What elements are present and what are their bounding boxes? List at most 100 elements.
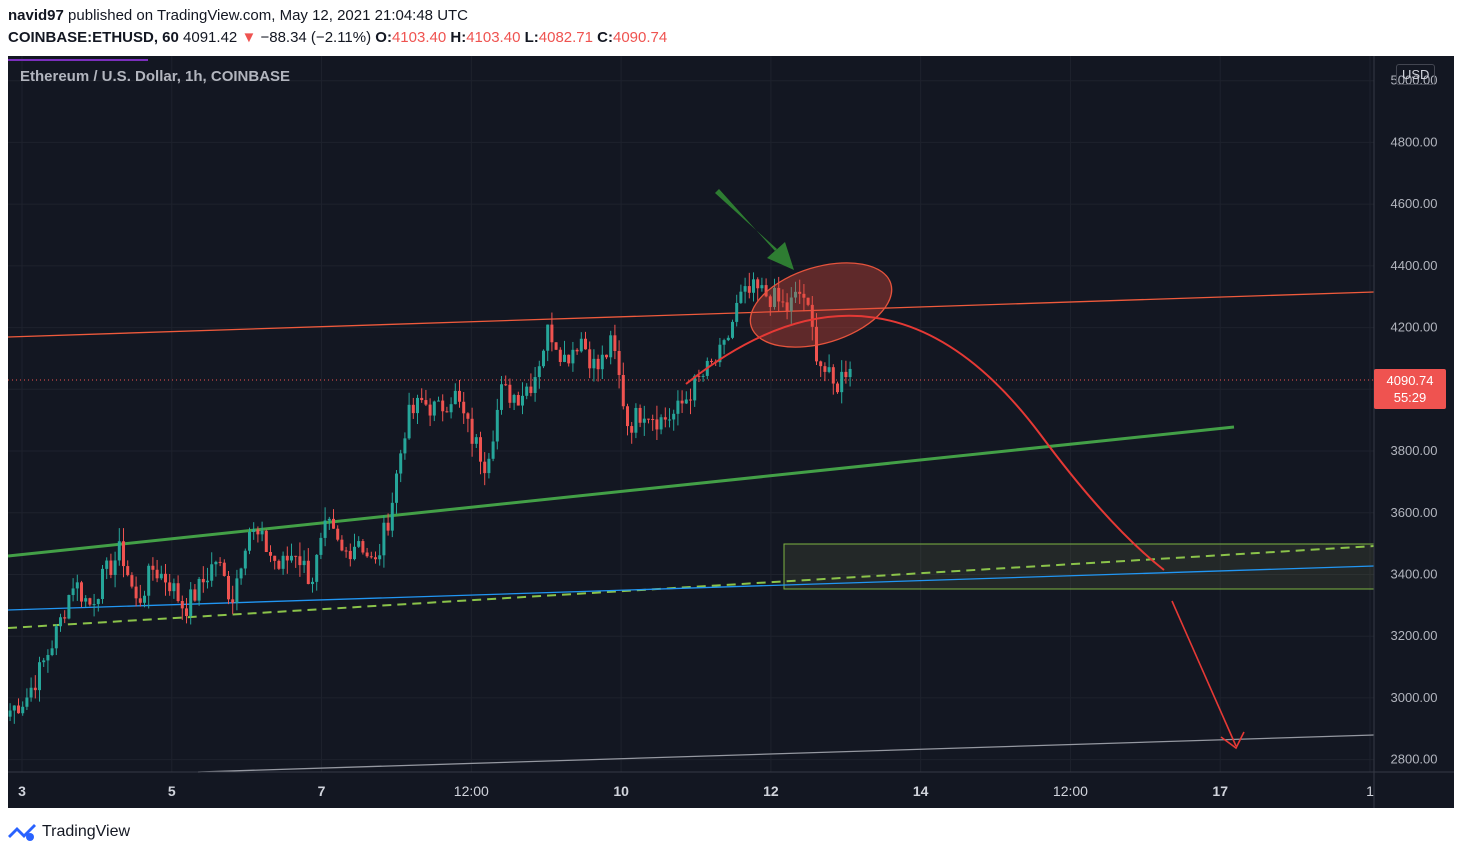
chart-area[interactable]: 5000.004800.004600.004400.004200.004000.…: [8, 56, 1454, 808]
candle-body: [815, 326, 818, 362]
candle-body: [848, 368, 852, 378]
candle-body: [554, 342, 558, 350]
candle-body: [273, 555, 277, 561]
candle-body: [33, 687, 37, 691]
candle-body: [567, 354, 571, 364]
candle-body: [634, 407, 638, 433]
top-highlight-ellipse[interactable]: [740, 247, 902, 362]
candle-body: [600, 354, 604, 370]
candle-body: [722, 340, 726, 345]
high-value: 4103.40: [466, 29, 521, 46]
candle-body: [386, 522, 390, 531]
candle-body: [462, 401, 466, 414]
candle-body: [752, 279, 755, 293]
candle-body: [122, 541, 125, 567]
candle-body: [659, 417, 663, 430]
candle-body: [521, 395, 524, 406]
candle-body: [542, 350, 545, 367]
candle-body: [642, 418, 646, 423]
candle-body: [357, 541, 361, 547]
candle-body: [185, 608, 188, 617]
candle-body: [571, 349, 575, 364]
candle-body: [663, 417, 667, 420]
candle-body: [164, 573, 167, 583]
resistance-trendline[interactable]: [8, 291, 1375, 338]
candle-body: [672, 413, 676, 420]
green-arrow-icon[interactable]: [715, 189, 794, 270]
candle-body: [201, 578, 205, 583]
candle-body: [701, 375, 705, 377]
candle-body: [113, 560, 117, 575]
low-value: 4082.71: [538, 29, 593, 46]
author-name[interactable]: navid97: [8, 7, 64, 24]
candle-body: [63, 617, 67, 619]
candle-body: [319, 537, 323, 555]
candle-body: [668, 419, 671, 421]
candle-body: [550, 324, 554, 343]
high-label: H:: [450, 29, 467, 46]
candle-body: [655, 419, 659, 430]
candle-body: [277, 560, 281, 569]
candle-body: [697, 375, 701, 377]
candle-body: [605, 354, 608, 358]
channel-support-line[interactable]: [8, 425, 1235, 558]
candle-body: [46, 655, 50, 661]
candle-body: [470, 418, 474, 444]
close-label: C:: [597, 29, 613, 46]
candle-body: [823, 366, 827, 372]
x-tick-label: 12: [763, 783, 779, 799]
candle-body: [718, 344, 722, 363]
candle-body: [365, 552, 369, 557]
y-tick-label: 4800.00: [1391, 134, 1438, 149]
candle-body: [143, 595, 146, 603]
candle-body: [38, 662, 41, 691]
x-axis-labels: 3 5 7 12:00 10 12 14 12:00 17 1: [18, 783, 1374, 799]
x-tick-label: 7: [318, 783, 326, 799]
candle-body: [512, 395, 516, 403]
arrowhead-icon: [1220, 731, 1245, 750]
candle-body: [689, 399, 692, 401]
candle-body: [336, 528, 340, 540]
candle-body: [810, 304, 814, 327]
candle-body: [613, 335, 617, 351]
publication-line: navid97 published on TradingView.com, Ma…: [8, 7, 468, 24]
footer: TradingView: [8, 818, 308, 848]
candle-body: [789, 297, 793, 312]
candle-body: [407, 404, 411, 439]
candle-body: [214, 561, 218, 565]
x-tick-label: 14: [913, 783, 929, 799]
candle-body: [256, 529, 260, 535]
candle-body: [428, 404, 432, 416]
projection-arrow-line[interactable]: [1171, 600, 1237, 747]
candlestick-series[interactable]: [8, 272, 852, 724]
quote-line: COINBASE:ETHUSD, 60 4091.42 ▼ −88.34 (−2…: [8, 29, 667, 46]
candle-body: [243, 550, 247, 569]
candle-body: [630, 426, 634, 433]
tradingview-brand[interactable]: TradingView: [42, 823, 131, 840]
candle-body: [756, 279, 760, 289]
candle-body: [802, 293, 806, 298]
candle-body: [626, 406, 629, 427]
projection-arc[interactable]: [685, 314, 1165, 571]
drawings-front: [685, 189, 1245, 750]
candle-body: [71, 588, 75, 596]
candle-body: [420, 397, 424, 401]
candle-body: [739, 291, 743, 303]
y-tick-label: 5000.00: [1391, 73, 1438, 88]
candle-body: [155, 569, 159, 579]
tradingview-logo-icon[interactable]: [8, 822, 36, 842]
candle-body: [306, 560, 310, 585]
dashed-trendline[interactable]: [8, 545, 1375, 629]
chart-svg[interactable]: 5000.004800.004600.004400.004200.004000.…: [8, 56, 1454, 808]
candle-body: [92, 604, 96, 606]
price-axis[interactable]: 5000.004800.004600.004400.004200.004000.…: [8, 56, 1454, 808]
candle-body: [437, 400, 440, 402]
y-tick-label: 2800.00: [1391, 752, 1438, 767]
candle-body: [743, 286, 747, 292]
grey-trendline[interactable]: [197, 734, 1375, 773]
x-tick-label: 3: [18, 783, 26, 799]
candle-body: [621, 374, 625, 407]
y-tick-label: 3400.00: [1391, 566, 1438, 581]
candle-body: [609, 335, 613, 358]
currency-badge[interactable]: USD: [1396, 64, 1436, 85]
